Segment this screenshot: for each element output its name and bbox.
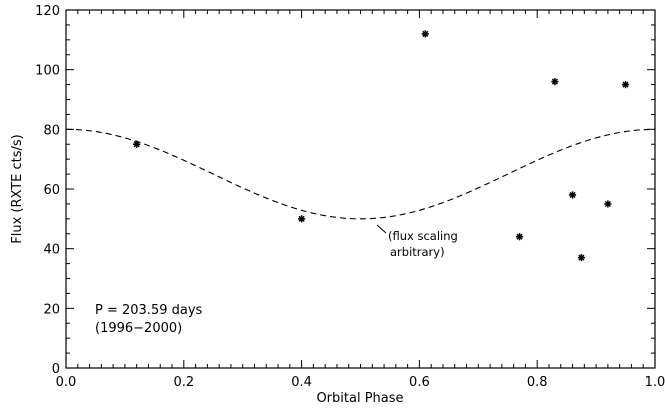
x-axis-title: Orbital Phase xyxy=(316,391,403,406)
data-point-4 xyxy=(515,233,524,241)
x-tick-label: 0.8 xyxy=(527,375,548,390)
flux-note-line1: (flux scaling xyxy=(388,229,458,243)
y-axis-title: Flux (RXTE cts/s) xyxy=(10,134,25,243)
asterisk-stroke xyxy=(578,254,585,261)
data-point-9 xyxy=(621,80,630,89)
y-tick-label: 0 xyxy=(52,362,60,377)
data-points-layer xyxy=(133,30,630,262)
data-point-7 xyxy=(577,254,585,262)
x-tick-label: 0.4 xyxy=(291,375,312,390)
asterisk-stroke xyxy=(551,78,558,85)
y-tick-label: 100 xyxy=(35,64,60,79)
data-point-8 xyxy=(604,200,612,208)
data-point-2 xyxy=(298,215,306,223)
x-tick-label: 0.6 xyxy=(409,375,430,390)
x-tick-label: 1.0 xyxy=(645,375,665,390)
data-point-6 xyxy=(568,191,577,199)
y-tick-label: 80 xyxy=(43,123,60,138)
y-tick-label: 60 xyxy=(43,183,60,198)
y-tick-label: 120 xyxy=(35,4,60,19)
asterisk-stroke xyxy=(133,141,140,148)
y-tick-label: 20 xyxy=(43,302,60,317)
data-point-3 xyxy=(421,30,429,38)
asterisk-stroke xyxy=(569,191,576,199)
data-point-1 xyxy=(133,140,141,148)
data-point-5 xyxy=(551,77,559,86)
ticks-layer: 0.0 0.2 0.4 0.6 0.8 1.0 0 20 40 60 80 100 120 xyxy=(35,4,665,390)
model-curve-dashed xyxy=(65,128,656,220)
period-annotation-line2: (1996−2000) xyxy=(95,321,182,336)
x-tick-label: 0.2 xyxy=(173,375,194,390)
x-tick-label: 0.0 xyxy=(56,375,77,390)
asterisk-stroke xyxy=(516,233,523,240)
asterisk-stroke xyxy=(622,81,629,88)
y-tick-label: 40 xyxy=(43,243,60,258)
asterisk-stroke xyxy=(422,30,429,37)
flux-note-line2: arbitrary) xyxy=(390,245,445,259)
asterisk-stroke xyxy=(298,215,305,222)
flux-note-pointer xyxy=(376,224,387,234)
asterisk-stroke xyxy=(604,200,611,208)
model-curve-layer xyxy=(65,128,656,220)
period-annotation-line1: P = 203.59 days xyxy=(95,303,203,318)
